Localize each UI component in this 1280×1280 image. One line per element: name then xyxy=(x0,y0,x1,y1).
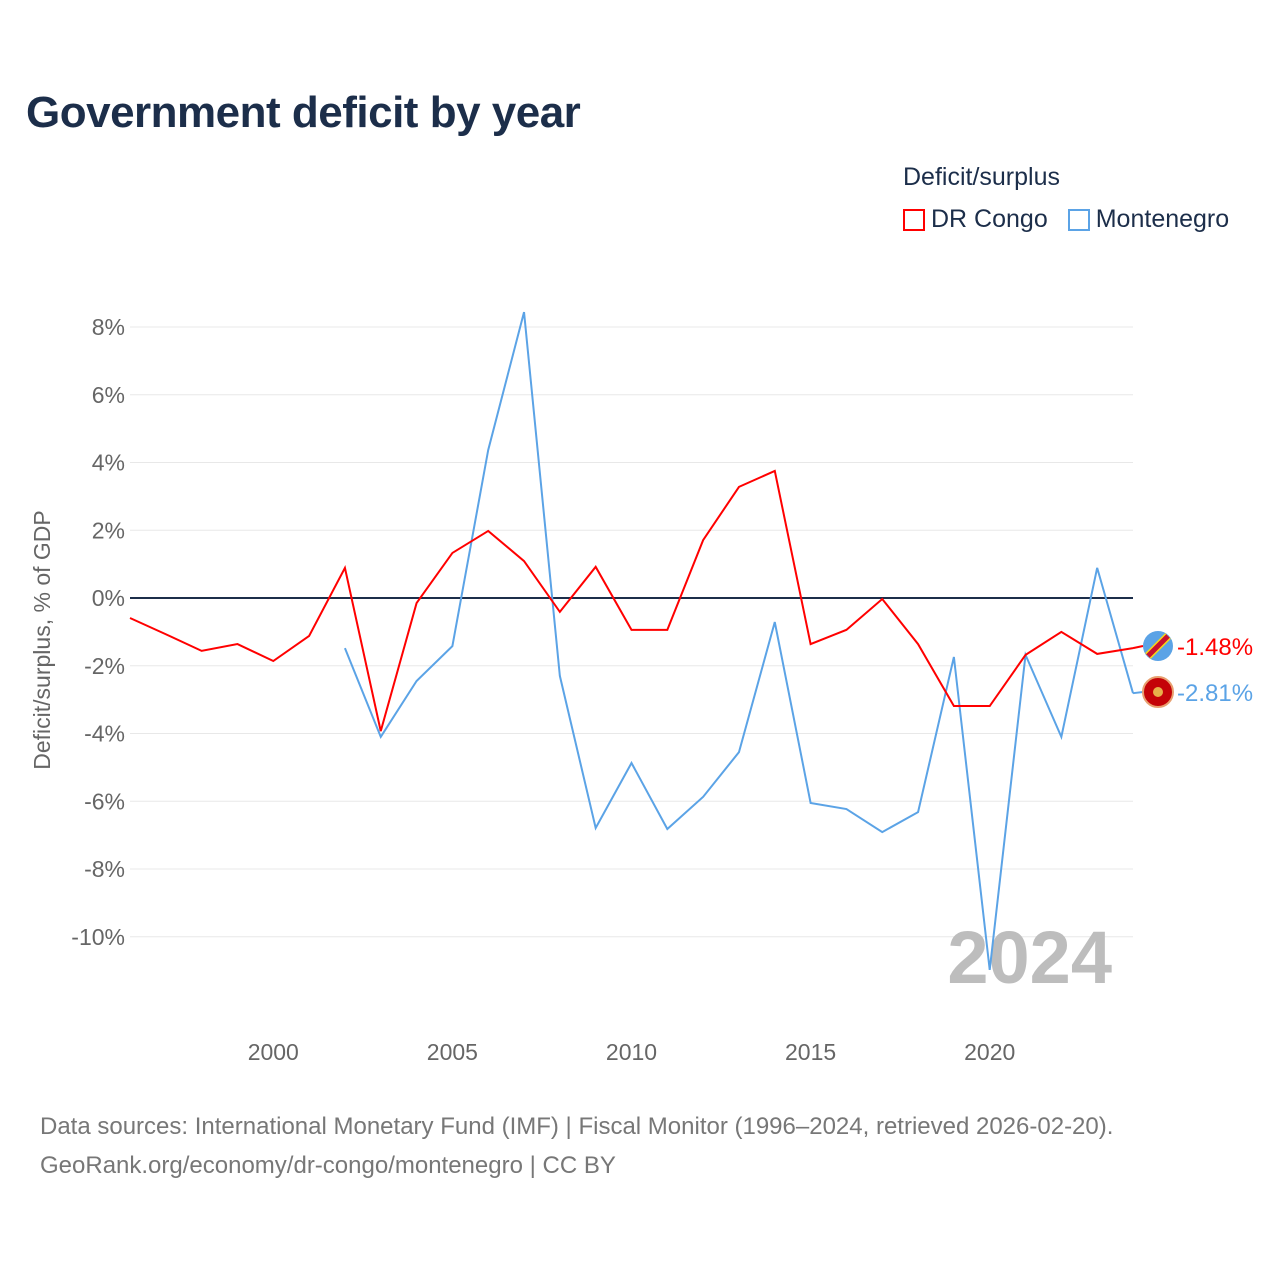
y-tick-label: 6% xyxy=(92,382,125,408)
x-tick-label: 2005 xyxy=(427,1039,478,1065)
flag-stripe xyxy=(1146,634,1170,658)
y-tick-label: -2% xyxy=(84,653,125,679)
y-tick-label: -4% xyxy=(84,721,125,747)
legend: DR Congo Montenegro xyxy=(903,205,1229,234)
series-line-dr-congo xyxy=(129,469,1134,732)
chart-title: Government deficit by year xyxy=(26,88,581,137)
source-line-2[interactable]: GeoRank.org/economy/dr-congo/montenegro … xyxy=(40,1152,616,1179)
legend-title: Deficit/surplus xyxy=(903,163,1060,191)
legend-label: DR Congo xyxy=(931,205,1048,233)
source-note: Data sources: International Monetary Fun… xyxy=(40,1107,1113,1185)
y-tick-label: 4% xyxy=(92,450,125,476)
y-tick-label: 2% xyxy=(92,517,125,543)
x-tick-label: 2000 xyxy=(248,1039,299,1065)
legend-item-dr-congo[interactable]: DR Congo xyxy=(903,205,1048,234)
y-tick-label: -6% xyxy=(84,788,125,814)
source-line-1: Data sources: International Monetary Fun… xyxy=(40,1113,1114,1140)
y-tick-label: -10% xyxy=(71,924,125,950)
y-tick-label: 0% xyxy=(92,585,125,611)
x-tick-label: 2020 xyxy=(964,1039,1015,1065)
x-tick-label: 2010 xyxy=(606,1039,657,1065)
end-value-label: -1.48% xyxy=(1177,634,1253,661)
series-line-montenegro xyxy=(344,311,1134,971)
legend-item-montenegro[interactable]: Montenegro xyxy=(1067,205,1230,234)
legend-label: Montenegro xyxy=(1095,205,1230,233)
x-tick-label: 2015 xyxy=(785,1039,836,1065)
y-tick-label: -8% xyxy=(84,856,125,882)
legend-swatch-dr-congo xyxy=(903,208,925,231)
y-axis-label: Deficit/surplus, % of GDP xyxy=(29,510,55,769)
year-watermark: 2024 xyxy=(947,916,1112,999)
y-tick-label: 8% xyxy=(92,314,125,340)
legend-swatch-montenegro xyxy=(1067,208,1090,231)
end-connector xyxy=(1132,645,1144,650)
flag-emblem xyxy=(1153,687,1163,697)
end-connector xyxy=(1132,691,1144,695)
end-value-label: -2.81% xyxy=(1177,680,1253,707)
